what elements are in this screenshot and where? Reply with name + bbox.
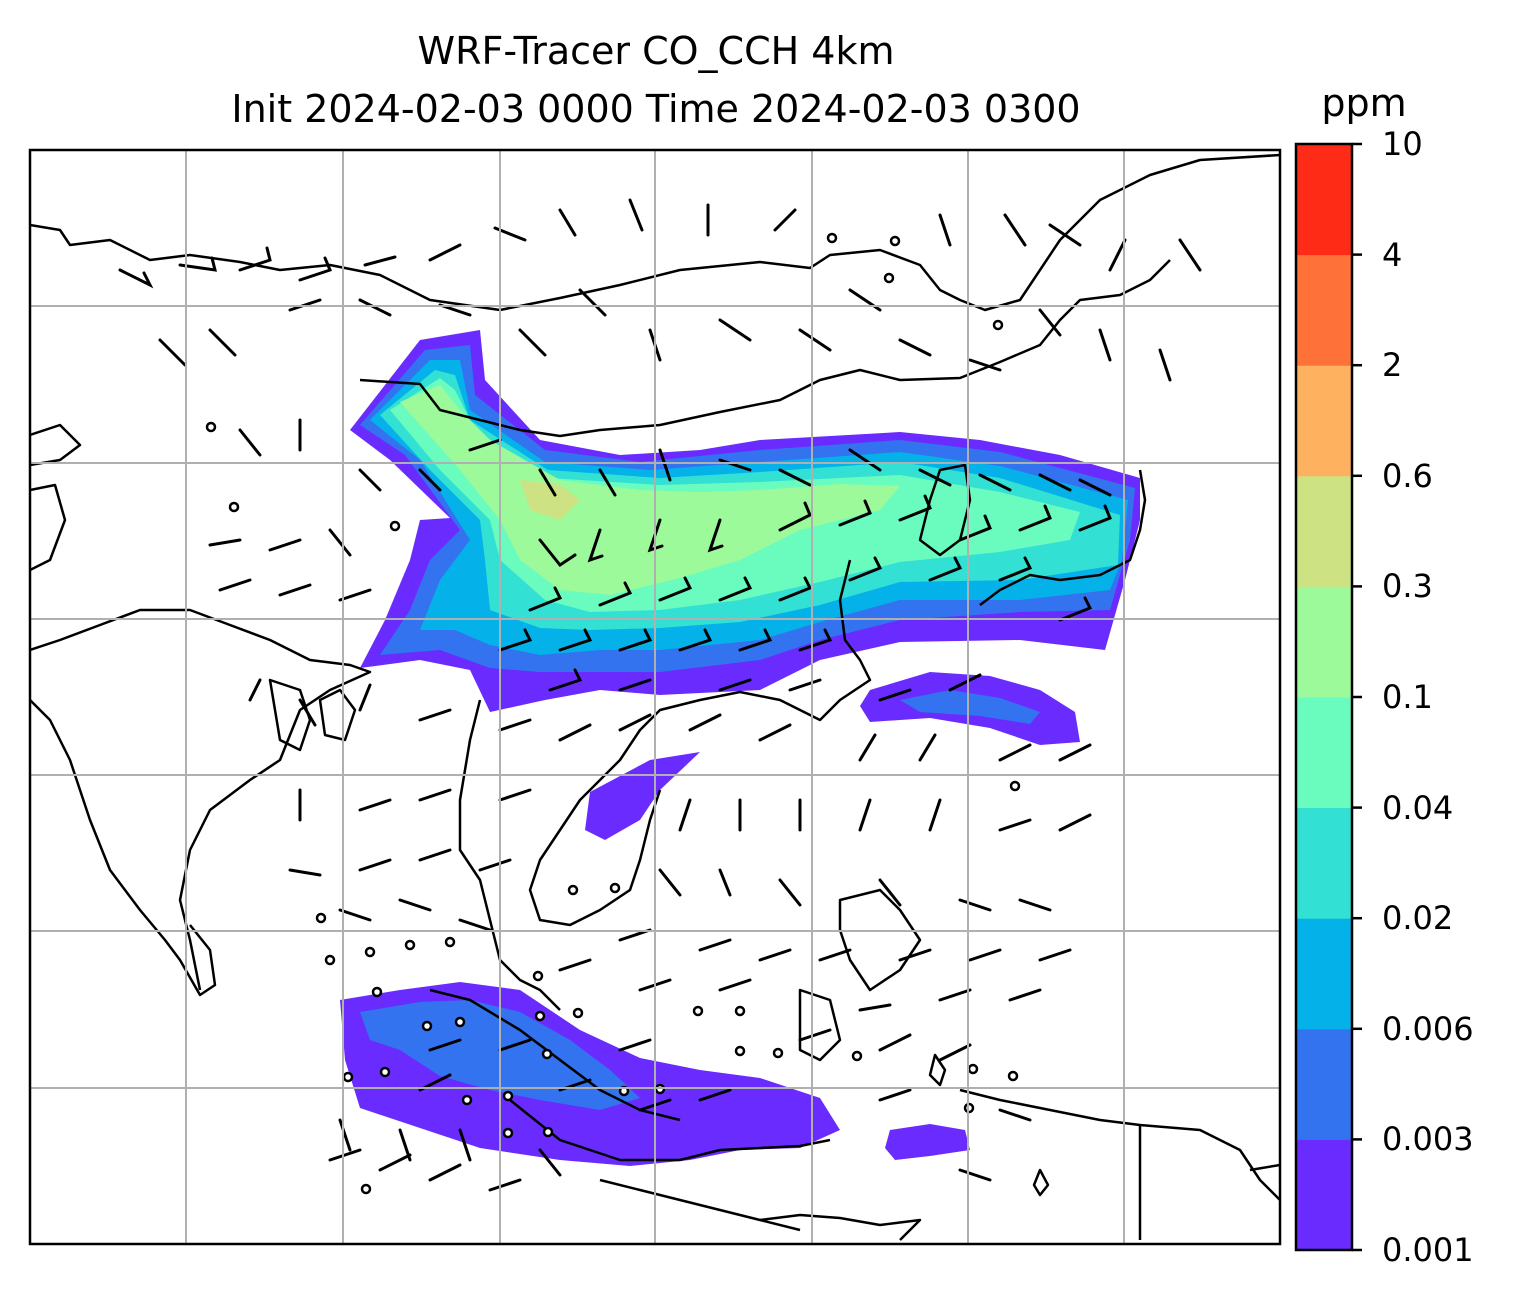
colorbar-segment bbox=[1296, 918, 1352, 1030]
colorbar-tick-label: 0.001 bbox=[1382, 1231, 1474, 1269]
colorbar-tick-label: 0.04 bbox=[1382, 788, 1454, 827]
colorbar-tick-label: 0.1 bbox=[1382, 678, 1433, 716]
colorbar-segment bbox=[1296, 365, 1352, 477]
colorbar bbox=[1294, 142, 1362, 1252]
colorbar-tick-label: 0.3 bbox=[1382, 567, 1433, 606]
colorbar-tick-label: 0.6 bbox=[1382, 456, 1433, 495]
colorbar-segment bbox=[1296, 144, 1352, 256]
colorbar-segment bbox=[1296, 254, 1352, 366]
colorbar-segment bbox=[1296, 697, 1352, 809]
colorbar-tick-label: 2 bbox=[1382, 346, 1403, 385]
colorbar-segment bbox=[1296, 586, 1352, 698]
colorbar-segment bbox=[1296, 475, 1352, 587]
gridlines bbox=[30, 150, 1280, 1244]
colorbar-segment bbox=[1296, 1139, 1352, 1251]
tracer-plume-north bbox=[350, 330, 1140, 840]
coastlines bbox=[30, 153, 1280, 1241]
chart-title-line2: Init 2024-02-03 0000 Time 2024-02-03 030… bbox=[231, 87, 1081, 131]
colorbar-segment bbox=[1296, 1028, 1352, 1140]
chart-title-line1: WRF-Tracer CO_CCH 4km bbox=[417, 29, 895, 73]
colorbar-tick-label: 4 bbox=[1382, 235, 1403, 274]
colorbar-segment bbox=[1296, 807, 1352, 919]
colorbar-tick-label: 0.003 bbox=[1382, 1120, 1474, 1159]
colorbar-tick-label: 0.02 bbox=[1382, 899, 1454, 938]
colorbar-tick-label: 10 bbox=[1382, 125, 1423, 163]
calm-wind-markers bbox=[205, 232, 1021, 1195]
colorbar-tick-label: 0.006 bbox=[1382, 1009, 1474, 1048]
colorbar-unit-label: ppm bbox=[1321, 81, 1407, 125]
wind-barbs bbox=[118, 198, 1202, 1192]
map-frame bbox=[28, 148, 1282, 1246]
